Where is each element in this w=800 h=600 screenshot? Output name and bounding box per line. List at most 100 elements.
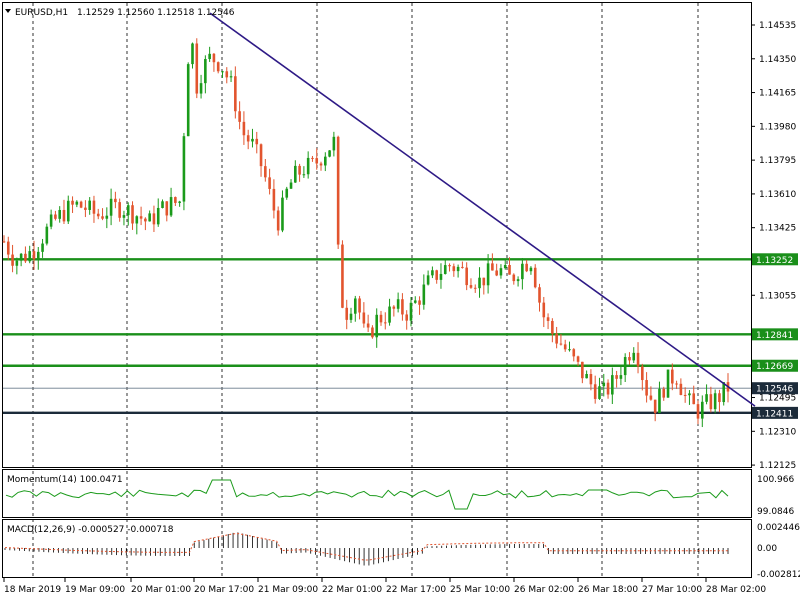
candle-body [473,287,477,289]
candle-body [491,263,494,271]
level-price-label: 1.12411 [756,409,793,419]
candle-body [692,393,696,405]
level-price-box [752,406,798,419]
candle-body [409,302,413,321]
candle-body [362,312,366,324]
candle-body [358,298,361,313]
time-tick-label: 18 Mar 2019 [4,585,61,595]
candle-body [486,263,490,286]
candle-body [568,349,571,351]
candle-body [24,253,27,262]
dropdown-triangle-icon[interactable] [5,9,11,13]
candle-body [272,188,276,211]
time-tick-label: 26 Mar 18:00 [578,585,638,595]
candle-body [118,202,121,218]
candle-body [456,266,460,272]
level-price-box [752,253,798,266]
candle-body [529,267,533,272]
chart-header: EURUSD,H1 1.12529 1.12560 1.12518 1.1254… [5,8,235,18]
candle-body [426,275,430,285]
macd-histogram [4,532,729,566]
candle-body [581,361,584,379]
candle-body [396,299,400,309]
price-tick-label: 1.13055 [759,291,796,301]
main-pane-border [2,2,752,468]
candle-body [546,317,550,321]
candle-body [36,251,40,260]
candle-body [636,352,640,367]
macd-tick-high: 0.002446 [757,523,800,533]
price-tick-label: 1.13425 [759,224,796,234]
candle-body [551,320,554,334]
candle-body [66,200,70,222]
candle-body [276,210,280,231]
macd-indicator: MACD(12,26,9) -0.000527 -0.000718 0.0024… [4,523,800,580]
price-axis: 1.14535 1.14350 1.14165 1.13980 1.13795 1.136… [751,21,796,471]
macd-signal-line [4,532,728,561]
candle-body [58,209,61,219]
candle-body [375,314,379,338]
candle-body [388,306,391,323]
candle-body [718,393,721,403]
candle-body [332,136,336,151]
candle-body [114,198,117,203]
candle-body [345,307,349,320]
candle-body [559,343,563,345]
candle-body [401,299,404,315]
level-price-label: 1.12841 [756,331,793,341]
level-price-box [752,382,798,395]
time-tick-label: 20 Mar 17:00 [194,585,254,595]
candle-body [15,260,19,266]
candle-body [294,165,297,183]
trendline[interactable] [209,12,756,407]
candle-body [174,197,177,203]
candle-body [281,197,284,231]
candle-body [675,383,678,385]
candle-body [602,382,606,387]
candle-body [221,71,224,73]
time-tick-label: 19 Mar 09:00 [65,585,125,595]
candle-body [611,375,614,395]
candle-body [88,200,91,210]
candle-body [62,209,66,222]
candle-body [28,251,32,262]
candle-body [688,393,691,396]
candle-body [259,144,263,167]
candle-body [482,277,486,286]
candle-body [19,253,23,261]
candle-body [619,375,623,379]
macd-tick-low: -0.002812 [757,570,800,580]
time-tick-label: 22 Mar 17:00 [386,585,446,595]
candle-body [165,201,169,216]
candle-body [516,279,520,282]
candle-body [246,135,250,142]
candle-body [383,322,387,324]
candle-body [135,216,139,224]
time-tick-label: 22 Mar 01:00 [322,585,382,595]
candle-body [353,298,357,314]
time-tick-label: 25 Mar 10:00 [450,585,510,595]
candle-body [653,399,657,414]
symbol-timeframe: EURUSD,H1 [15,8,68,18]
candle-body [632,352,636,361]
momentum-tick-low: 99.0846 [757,507,794,517]
momentum-tick-high: 100.966 [757,475,794,485]
candle-body [195,43,199,94]
pane-borders [2,2,752,578]
candle-body [204,59,207,84]
candle-body [298,165,301,175]
candle-body [41,243,44,252]
candle-body [666,369,670,398]
candle-body [366,323,370,328]
level-price-label: 1.12546 [756,385,793,395]
momentum-line [5,479,729,510]
candle-body [328,150,331,157]
candle-body [152,213,156,225]
candle-body [512,274,516,282]
candle-body [538,287,541,303]
candle-body [521,263,524,280]
candle-body [109,198,113,216]
candle-body [572,349,576,357]
candle-body [255,138,259,145]
